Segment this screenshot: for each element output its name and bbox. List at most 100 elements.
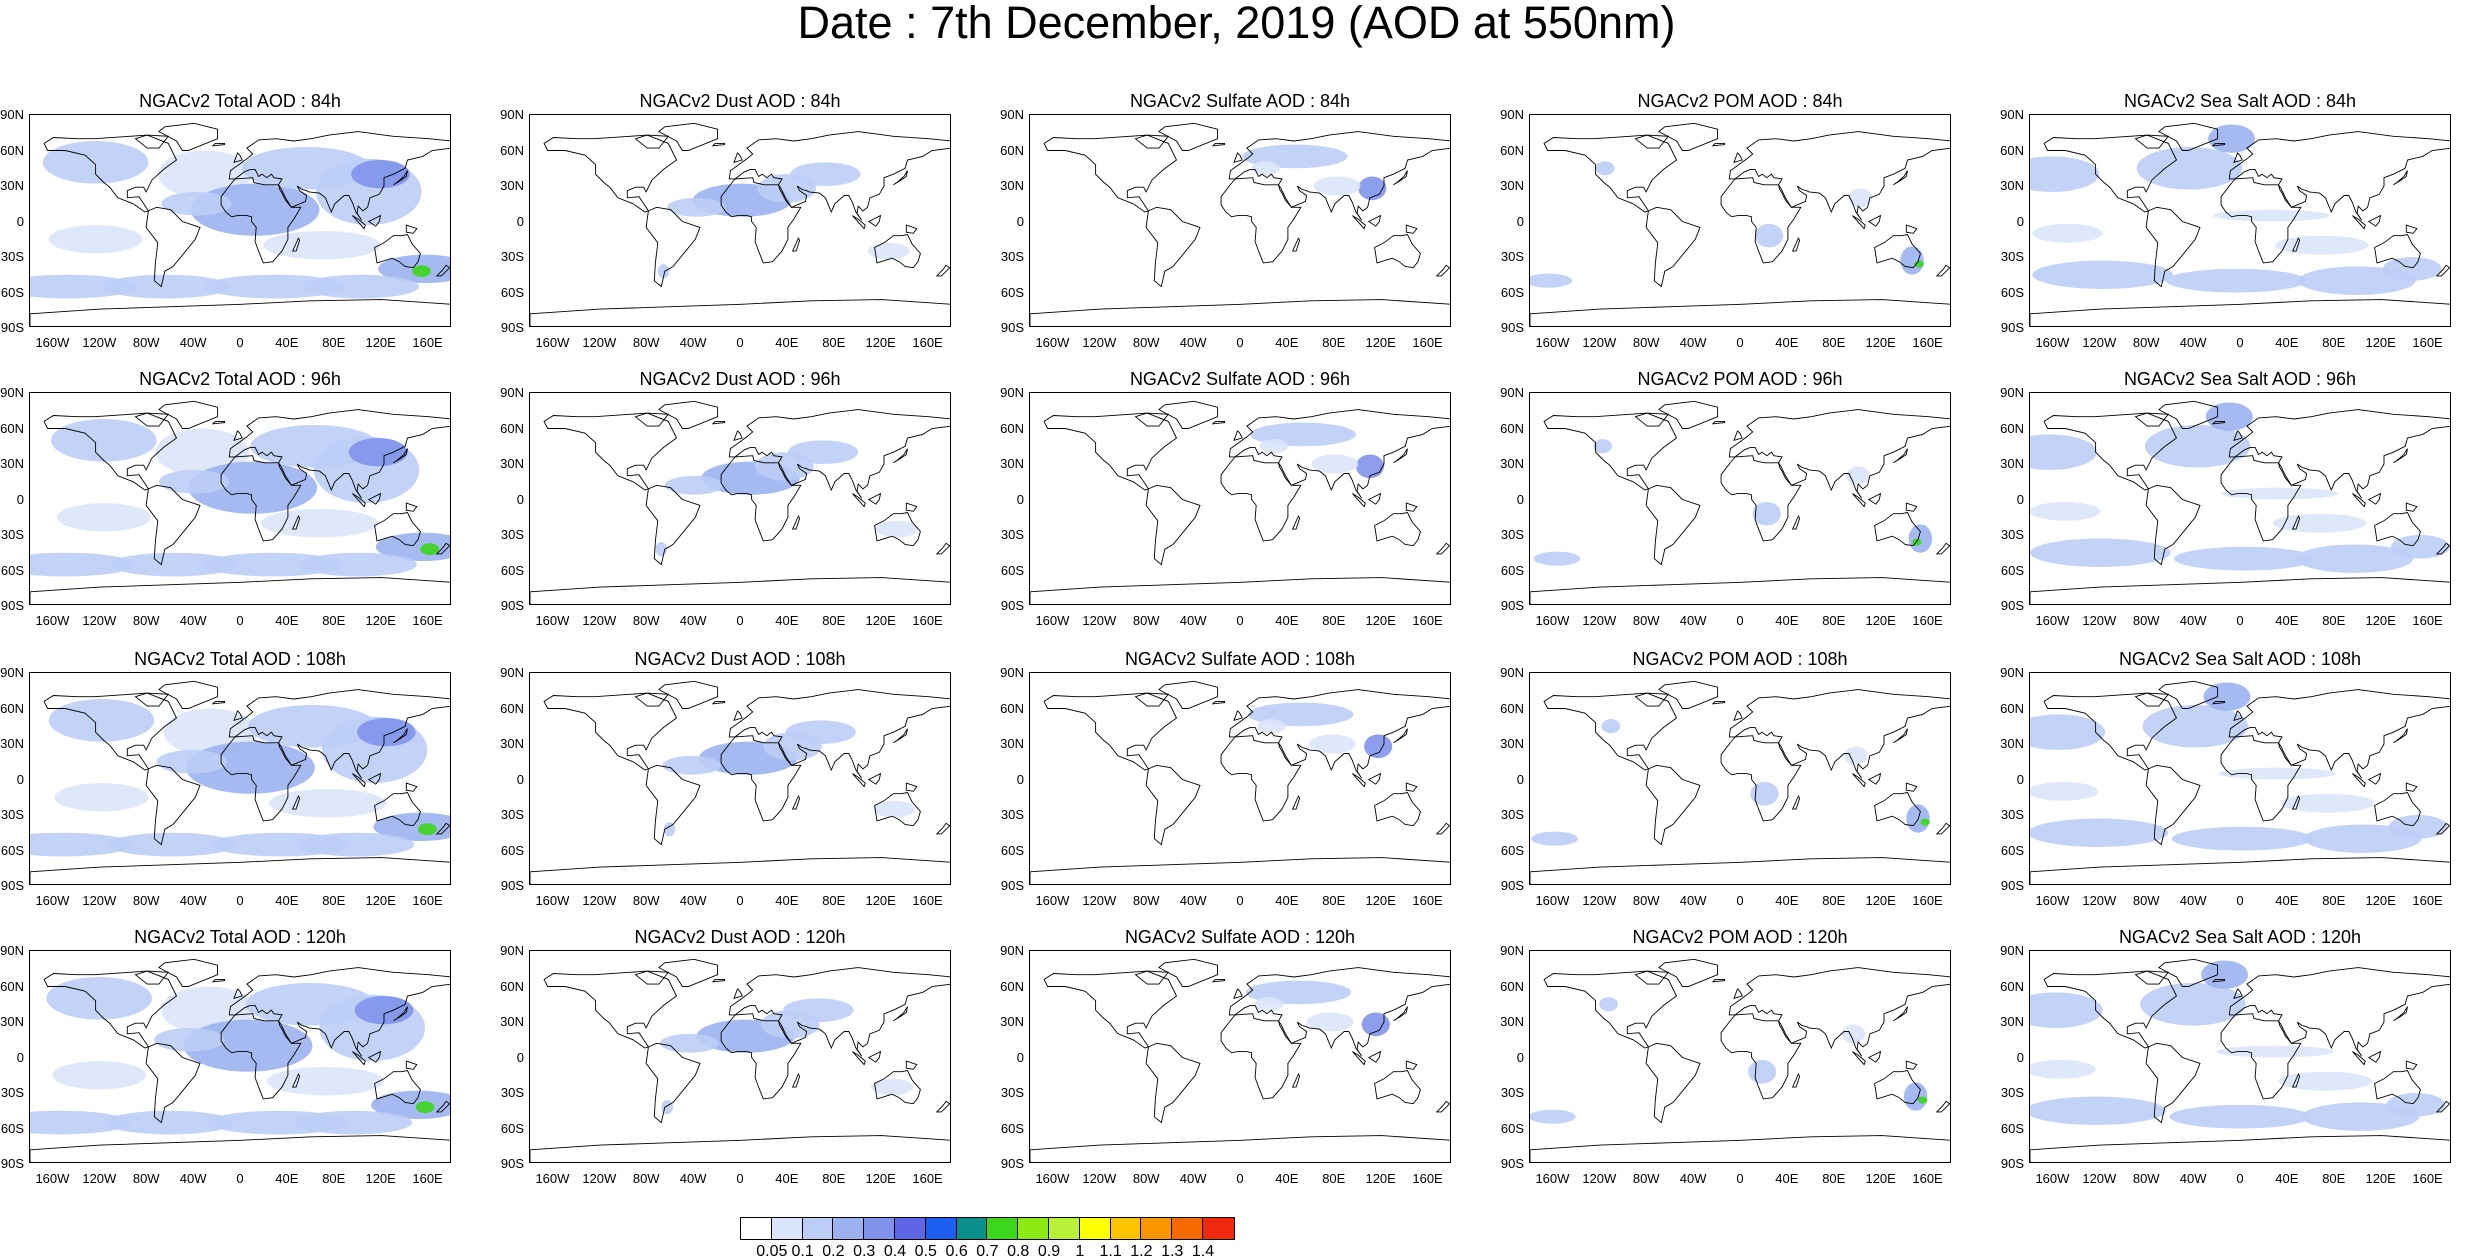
- y-tick-label: 60N: [0, 978, 24, 994]
- x-tick-label: 40E: [1275, 335, 1299, 350]
- aod-shading: [2169, 1104, 2311, 1129]
- coastline: [720, 1013, 802, 1100]
- y-tick-label: 30N: [2000, 178, 2024, 193]
- y-tick-label: 90S: [1500, 878, 1524, 893]
- coastline: [1352, 215, 1366, 230]
- aod-shading: [107, 832, 237, 857]
- map-frame: [1529, 114, 1951, 327]
- coastline: [1530, 857, 1950, 884]
- x-tick-label: 160W: [2035, 893, 2070, 908]
- aod-shading: [158, 469, 230, 494]
- panel-title: NGACv2 Sulfate AOD : 96h: [1129, 369, 1351, 389]
- x-tick-label: 160W: [535, 1171, 570, 1186]
- x-tick-label: 160E: [912, 893, 943, 908]
- coastline: [2291, 237, 2301, 252]
- coastline: [405, 502, 418, 512]
- y-tick-label: 60S: [0, 562, 24, 578]
- coastline: [2030, 1135, 2450, 1162]
- x-tick-label: 160W: [35, 893, 70, 908]
- x-tick-label: 120W: [2082, 335, 2117, 350]
- aod-map: [1530, 122, 1950, 326]
- x-tick-label: 160E: [1412, 335, 1443, 350]
- coastline: [867, 772, 882, 785]
- aod-shading: [667, 197, 726, 217]
- y-tick-label: 60N: [500, 978, 524, 994]
- coastline: [1720, 1013, 1802, 1100]
- y-tick-label: 90S: [500, 598, 524, 613]
- coastline: [43, 134, 178, 213]
- x-tick-label: 160W: [2035, 613, 2070, 628]
- y-tick-label: 0: [1516, 213, 1524, 229]
- coastline: [530, 857, 950, 884]
- aod-shading: [2142, 704, 2249, 748]
- x-tick-label: 120W: [1582, 893, 1617, 908]
- coastline: [1158, 958, 1219, 987]
- aod-shading: [297, 832, 415, 857]
- x-tick-label: 80W: [1632, 893, 1660, 908]
- y-tick-label: 30S: [2000, 249, 2024, 264]
- y-tick-label: 60N: [1500, 142, 1524, 158]
- x-tick-label: 40W: [679, 1171, 707, 1186]
- x-tick-label: 120W: [82, 335, 117, 350]
- aod-shading: [1752, 501, 1781, 526]
- y-tick-label: 30S: [1000, 1085, 1024, 1100]
- x-tick-label: 40W: [179, 613, 207, 628]
- coastline: [2393, 448, 2408, 464]
- y-tick-label: 60S: [500, 842, 524, 858]
- x-tick-label: 160E: [1912, 1171, 1943, 1186]
- coastline: [233, 430, 243, 441]
- y-tick-label: 90N: [500, 943, 524, 958]
- aod-field: [2030, 960, 2445, 1131]
- x-tick-label: 120E: [1365, 335, 1396, 350]
- aod-shading: [351, 159, 410, 189]
- x-tick-label: 120W: [82, 893, 117, 908]
- x-tick-label: 0: [2236, 335, 2244, 350]
- aod-shading: [1313, 176, 1361, 196]
- coastline: [728, 131, 950, 221]
- y-tick-label: 90S: [500, 1156, 524, 1171]
- coastline: [1405, 224, 1418, 234]
- coastline: [211, 420, 226, 425]
- aod-shading: [663, 822, 676, 837]
- x-tick-label: 0: [2236, 613, 2244, 628]
- y-tick-label: 30S: [1500, 527, 1524, 542]
- coastline: [720, 455, 802, 542]
- x-tick-label: 120E: [1865, 893, 1896, 908]
- coastline: [2393, 170, 2408, 186]
- map-panel: NGACv2 Total AOD : 120h 90N 60N 30N 0 30S 60S 9…: [0, 928, 451, 1198]
- y-tick-label: 60N: [0, 700, 24, 716]
- y-tick-label: 0: [1516, 771, 1524, 787]
- coastline: [367, 772, 382, 785]
- aod-shading: [2216, 1045, 2334, 1058]
- aod-field: [30, 699, 450, 857]
- aod-shading: [2221, 487, 2339, 500]
- x-tick-label: 120E: [365, 613, 396, 628]
- coastline: [1030, 577, 1450, 604]
- colorbar-swatch: [833, 1218, 865, 1239]
- coastline: [30, 1135, 450, 1162]
- aod-map: [1030, 680, 1450, 884]
- panel-title: NGACv2 Dust AOD : 108h: [634, 649, 846, 669]
- y-tick-label: 60S: [1500, 842, 1524, 858]
- x-tick-label: 40W: [2179, 1171, 2207, 1186]
- coastline: [1211, 142, 1226, 147]
- coastline: [1043, 134, 1178, 213]
- coastline: [43, 692, 178, 771]
- coastline: [158, 400, 219, 429]
- coastline: [2158, 400, 2219, 429]
- coastline: [2228, 131, 2450, 221]
- coastline: [1211, 420, 1226, 425]
- x-tick-label: 120E: [865, 613, 896, 628]
- coastline: [1791, 515, 1801, 530]
- aod-shading: [1599, 997, 1618, 1012]
- map-panel: NGACv2 Sulfate AOD : 96h 90N 60N 30N 0 30S 60S…: [1000, 370, 1451, 640]
- y-tick-label: 60N: [2000, 420, 2024, 436]
- coastline: [893, 728, 908, 744]
- aod-shading: [42, 141, 149, 184]
- colorbar-swatch: [1048, 1218, 1080, 1239]
- y-tick-label: 30S: [500, 249, 524, 264]
- coastline: [1874, 791, 1921, 827]
- aod-shading: [1257, 719, 1286, 734]
- coastline: [935, 822, 950, 835]
- aod-shading: [1750, 781, 1779, 806]
